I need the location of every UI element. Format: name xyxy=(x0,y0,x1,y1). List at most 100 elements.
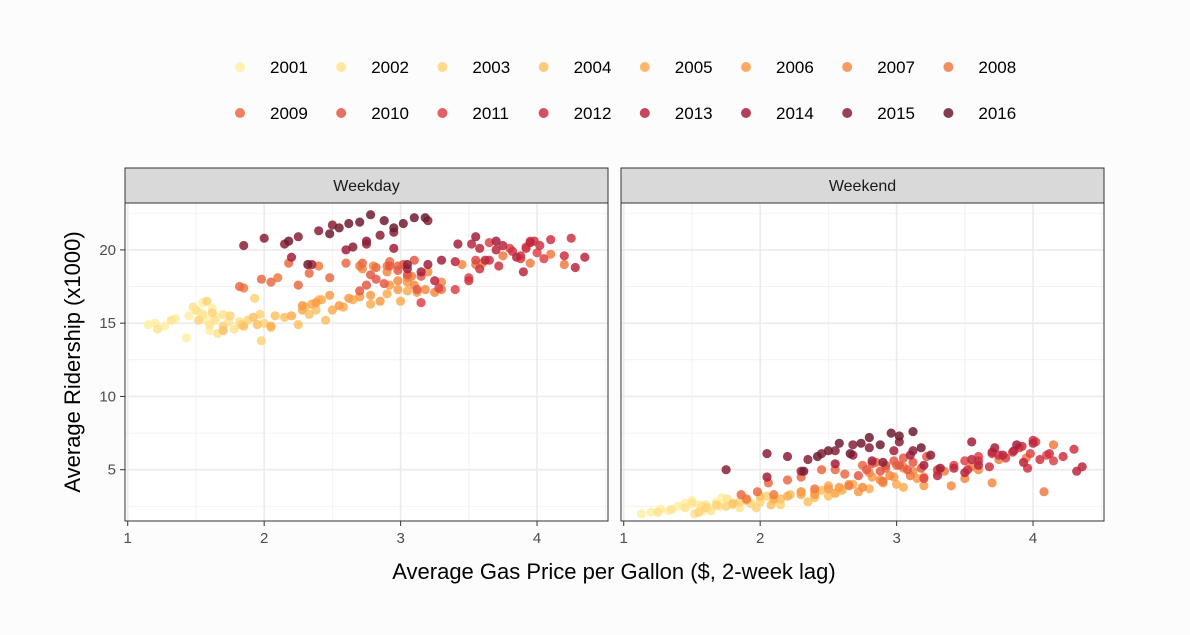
data-point-2009 xyxy=(840,469,850,479)
data-point-2015 xyxy=(878,457,888,467)
strip-weekday xyxy=(124,167,609,204)
data-point-2006 xyxy=(393,284,403,295)
legend-label-2013: 2013 xyxy=(675,104,713,123)
data-point-2007 xyxy=(885,471,895,481)
data-point-2014 xyxy=(762,472,772,482)
data-point-2007 xyxy=(987,478,997,488)
data-point-2013 xyxy=(1018,457,1029,467)
legend-key-2015 xyxy=(842,108,853,118)
data-point-2009 xyxy=(293,280,303,290)
data-point-2009 xyxy=(371,262,381,273)
grid-weekday xyxy=(125,203,608,521)
legend-item-2001: 2001 xyxy=(235,58,308,77)
data-point-2014 xyxy=(1012,440,1022,450)
data-point-2016 xyxy=(845,449,855,459)
legend-item-2015: 2015 xyxy=(842,104,915,123)
legend-key-2001 xyxy=(235,62,245,72)
data-point-2008 xyxy=(878,476,888,486)
data-point-2011 xyxy=(532,248,542,258)
data-point-2010 xyxy=(385,261,395,271)
data-point-2016 xyxy=(864,432,874,443)
data-point-2013 xyxy=(973,460,984,470)
legend-item-2012: 2012 xyxy=(538,104,611,123)
data-point-2011 xyxy=(539,254,549,264)
data-point-2012 xyxy=(559,251,569,261)
data-point-2010 xyxy=(371,274,381,284)
data-point-2012 xyxy=(464,276,474,286)
data-point-2012 xyxy=(566,233,576,243)
data-point-2014 xyxy=(389,243,399,253)
strip-label-weekday: Weekday xyxy=(333,178,399,195)
data-point-2003 xyxy=(207,308,217,318)
legend-item-2008: 2008 xyxy=(943,58,1016,77)
legend-key-2009 xyxy=(235,108,245,118)
data-point-2011 xyxy=(434,283,444,293)
data-point-2016 xyxy=(409,213,419,223)
data-point-2016 xyxy=(886,428,896,438)
panel-border-weekend xyxy=(620,202,1105,522)
data-point-2003 xyxy=(694,507,704,517)
data-point-2008 xyxy=(559,259,569,270)
data-point-2013 xyxy=(960,468,970,478)
data-point-2012 xyxy=(475,264,485,274)
data-point-2004 xyxy=(270,311,280,321)
data-point-2004 xyxy=(728,498,738,508)
legend-key-2013 xyxy=(639,108,650,118)
data-point-2014 xyxy=(453,239,463,249)
data-point-2003 xyxy=(711,500,722,510)
y-tick-label: 5 xyxy=(108,462,116,479)
data-point-2014 xyxy=(471,232,481,242)
data-point-2016 xyxy=(398,218,408,229)
legend-item-2013: 2013 xyxy=(639,104,713,123)
data-point-2015 xyxy=(864,443,874,453)
data-point-2001 xyxy=(181,333,191,343)
data-point-2016 xyxy=(799,466,809,476)
data-point-2004 xyxy=(239,321,249,331)
legend-item-2007: 2007 xyxy=(842,58,915,77)
data-point-2010 xyxy=(875,466,885,476)
data-point-2004 xyxy=(248,312,258,322)
data-point-2002 xyxy=(653,507,663,517)
data-point-2006 xyxy=(311,298,321,308)
data-point-2006 xyxy=(366,290,376,300)
data-point-2013 xyxy=(498,240,508,251)
data-point-2009 xyxy=(341,258,351,268)
data-point-2013 xyxy=(491,245,501,255)
legend-key-2008 xyxy=(943,62,954,72)
legend-key-2002 xyxy=(336,62,347,72)
data-point-2010 xyxy=(902,465,913,475)
data-point-2009 xyxy=(817,465,827,475)
data-point-2010 xyxy=(908,457,918,467)
data-point-2005 xyxy=(402,286,412,296)
data-point-2013 xyxy=(580,252,590,262)
x-tick-label: 4 xyxy=(533,530,541,547)
data-point-2010 xyxy=(409,255,419,265)
data-point-2016 xyxy=(284,236,294,246)
data-point-2016 xyxy=(834,438,844,448)
data-point-2006 xyxy=(297,301,307,311)
data-point-2015 xyxy=(782,451,793,462)
data-point-2014 xyxy=(935,463,945,473)
data-point-2011 xyxy=(471,255,481,265)
data-point-2001 xyxy=(646,507,656,517)
data-point-2002 xyxy=(687,498,697,508)
data-point-2010 xyxy=(898,453,909,463)
data-point-2003 xyxy=(194,315,204,325)
data-point-2004 xyxy=(293,320,303,330)
x-tick-label: 3 xyxy=(396,530,404,547)
legend-item-2016: 2016 xyxy=(943,104,1016,123)
data-point-2015 xyxy=(721,465,731,475)
data-point-2016 xyxy=(334,223,344,233)
legend-label-2015: 2015 xyxy=(877,104,915,123)
data-point-2012 xyxy=(1044,449,1054,459)
data-point-2016 xyxy=(355,217,365,227)
data-point-2013 xyxy=(998,450,1008,460)
data-point-2016 xyxy=(875,440,885,450)
data-point-2010 xyxy=(412,284,422,295)
data-point-2013 xyxy=(949,463,959,473)
x-tick-label: 4 xyxy=(1029,530,1037,547)
legend-item-2002: 2002 xyxy=(336,58,409,77)
data-point-2008 xyxy=(273,273,283,283)
legend-item-2004: 2004 xyxy=(538,58,611,77)
